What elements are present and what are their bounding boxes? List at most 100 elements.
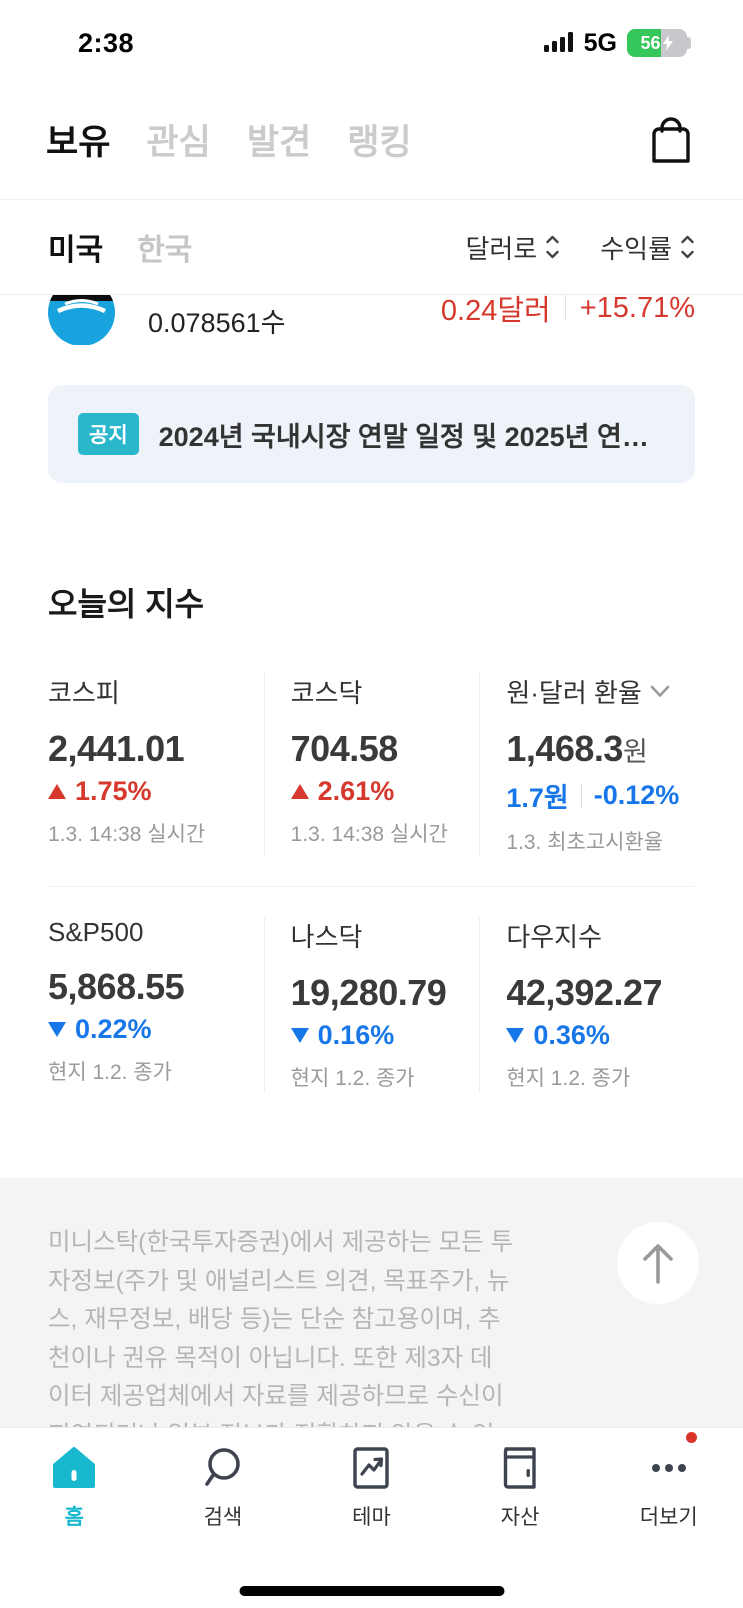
tab-label: 테마 — [352, 1506, 391, 1529]
index-caption: 현지 1.2. 종가 — [290, 1067, 415, 1090]
wallet-icon — [503, 1447, 536, 1489]
holding-change: 0.24달러 +15.71% — [441, 295, 695, 329]
index-name: 다우지수 — [506, 922, 603, 952]
index-change: 0.22% — [75, 1014, 152, 1044]
currency-sort-label: 달러로 — [465, 233, 538, 264]
status-indicators: 5G 56 — [543, 28, 691, 58]
home-indicator[interactable] — [239, 1586, 504, 1596]
signal-strength-icon — [543, 32, 573, 52]
return-sort-control[interactable]: 수익률 — [600, 229, 695, 266]
index-caption: 1.3. 14:38 실시간 — [48, 823, 206, 846]
index-card-sp500: S&P500 5,868.55 0.22% 현지 1.2. 종가 — [48, 917, 264, 1092]
bottom-tab-bar: 홈 검색 테마 — [0, 1427, 743, 1608]
battery-percent: 56 — [640, 32, 661, 53]
holding-change-percent: +15.71% — [579, 295, 695, 324]
index-value-unit: 원 — [622, 737, 648, 767]
section-title: 오늘의 지수 — [48, 586, 205, 622]
index-change: 0.16% — [317, 1020, 395, 1050]
indices-grid-row-2: S&P500 5,868.55 0.22% 현지 1.2. 종가 나스닥 19,… — [48, 917, 695, 1092]
tab-label: 더보기 — [639, 1506, 698, 1529]
return-sort-label: 수익률 — [600, 233, 672, 264]
divider — [564, 295, 566, 321]
holding-change-value: 0.24달러 — [440, 295, 551, 327]
index-name: 나스닥 — [290, 922, 363, 952]
index-value: 704.58 — [290, 728, 399, 769]
nav-tab-ranking[interactable]: 랭킹 — [347, 123, 412, 162]
divider — [580, 783, 582, 808]
stock-logo — [48, 295, 115, 345]
tab-label: 홈 — [64, 1506, 84, 1529]
market-tab-us[interactable]: 미국 — [48, 234, 104, 267]
currency-sort-control[interactable]: 달러로 — [465, 229, 560, 266]
tab-assets[interactable]: 자산 — [446, 1444, 595, 1608]
index-caption: 1.3. 14:38 실시간 — [290, 823, 448, 846]
index-card-kospi: 코스피 2,441.01 1.75% 1.3. 14:38 실시간 — [48, 673, 264, 856]
index-value: 1,468.3 — [506, 728, 623, 769]
indices-section: 오늘의 지수 코스피 2,441.01 1.75% 1.3. 14:38 실시간… — [0, 579, 743, 1178]
arrow-up-icon — [643, 1244, 673, 1284]
holding-row[interactable]: 0.078561수 0.24달러 +15.71% — [0, 295, 743, 345]
status-time: 2:38 — [78, 27, 135, 58]
top-navigation: 보유 관심 발견 랭킹 — [0, 80, 743, 200]
index-value: 19,280.79 — [290, 972, 447, 1013]
tab-more[interactable]: 더보기 — [594, 1432, 743, 1608]
market-tab-korea[interactable]: 한국 — [137, 234, 193, 267]
index-value: 5,868.55 — [48, 966, 185, 1007]
down-triangle-icon — [506, 1028, 525, 1043]
index-change: -0.12% — [593, 780, 680, 810]
down-triangle-icon — [48, 1022, 66, 1037]
home-icon — [53, 1447, 96, 1488]
sort-arrows-icon — [681, 235, 694, 259]
index-change: 2.61% — [317, 776, 395, 806]
index-change-value: 1.7원 — [506, 783, 569, 813]
network-type-label: 5G — [583, 28, 617, 57]
index-card-nasdaq: 나스닥 19,280.79 0.16% 현지 1.2. 종가 — [263, 917, 480, 1092]
up-triangle-icon — [48, 784, 66, 799]
search-icon — [205, 1448, 240, 1486]
index-value: 42,392.27 — [506, 972, 662, 1013]
tab-label: 자산 — [500, 1506, 540, 1529]
notification-dot — [685, 1432, 697, 1443]
down-triangle-icon — [290, 1028, 309, 1043]
status-bar: 2:38 5G 56 — [0, 0, 743, 80]
theme-chart-icon — [353, 1447, 390, 1489]
tab-search[interactable]: 검색 — [149, 1444, 298, 1608]
battery-icon: 56 — [627, 29, 687, 57]
more-dots-icon — [651, 1464, 686, 1472]
up-triangle-icon — [290, 784, 309, 799]
notice-badge: 공지 — [78, 413, 139, 455]
shopping-bag-icon[interactable] — [645, 111, 697, 169]
index-name: 코스닥 — [290, 678, 363, 708]
scroll-to-top-button[interactable] — [617, 1222, 699, 1304]
index-change: 1.75% — [75, 776, 152, 806]
index-card-usd-krw: 원·달러 환율 1,468.3원 1.7원 -0.12% 1.3. 최초고시환율 — [479, 673, 695, 856]
index-name: S&P500 — [48, 917, 144, 947]
battery-fill — [627, 29, 661, 57]
notice-banner[interactable]: 공지 2024년 국내시장 연말 일정 및 2025년 연초 거… — [48, 385, 695, 483]
index-card-dow: 다우지수 42,392.27 0.36% 현지 1.2. 종가 — [479, 917, 695, 1092]
chevron-down-icon — [650, 685, 670, 697]
index-change: 0.36% — [533, 1020, 610, 1050]
index-caption: 현지 1.2. 종가 — [506, 1067, 631, 1090]
index-caption: 현지 1.2. 종가 — [48, 1061, 172, 1084]
index-caption: 1.3. 최초고시환율 — [506, 831, 664, 854]
tab-label: 검색 — [203, 1506, 243, 1529]
tab-theme[interactable]: 테마 — [297, 1444, 446, 1608]
sort-arrows-icon — [546, 235, 559, 259]
tab-home[interactable]: 홈 — [0, 1444, 149, 1608]
notice-title: 2024년 국내시장 연말 일정 및 2025년 연초 거… — [158, 421, 665, 452]
nav-tab-watchlist[interactable]: 관심 — [146, 123, 211, 162]
charging-bolt-icon — [662, 35, 673, 51]
index-card-kosdaq: 코스닥 704.58 2.61% 1.3. 14:38 실시간 — [263, 673, 480, 856]
nav-tab-holdings[interactable]: 보유 — [46, 123, 111, 162]
nav-tab-discover[interactable]: 발견 — [246, 123, 312, 162]
indices-grid-row-1: 코스피 2,441.01 1.75% 1.3. 14:38 실시간 코스닥 70… — [48, 673, 695, 856]
holding-quantity: 0.078561수 — [148, 308, 286, 338]
index-value: 2,441.01 — [48, 728, 185, 769]
market-bar: 미국 한국 달러로 수익률 — [0, 200, 743, 295]
exchange-rate-selector[interactable]: 원·달러 환율 — [506, 673, 695, 710]
index-name: 코스피 — [48, 678, 120, 708]
index-name: 원·달러 환율 — [506, 678, 642, 708]
row-divider — [48, 886, 695, 887]
